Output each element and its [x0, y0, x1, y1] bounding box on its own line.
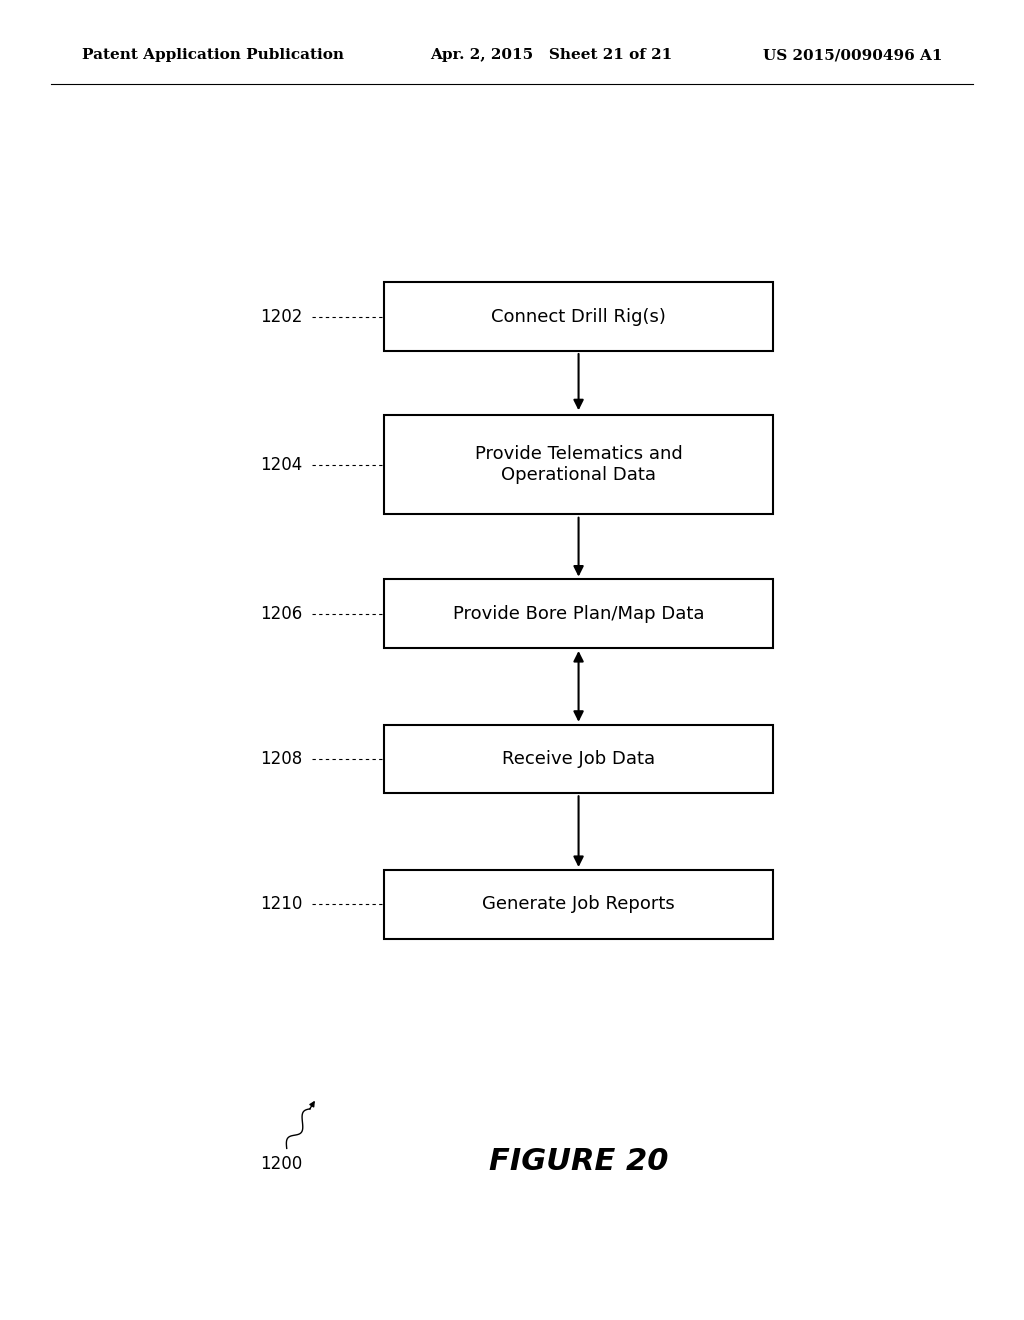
FancyBboxPatch shape [384, 282, 773, 351]
Text: Receive Job Data: Receive Job Data [502, 750, 655, 768]
Text: 1210: 1210 [260, 895, 302, 913]
Text: 1202: 1202 [260, 308, 302, 326]
Text: FIGURE 20: FIGURE 20 [488, 1147, 669, 1176]
FancyBboxPatch shape [384, 579, 773, 648]
Text: Provide Bore Plan/Map Data: Provide Bore Plan/Map Data [453, 605, 705, 623]
Text: Connect Drill Rig(s): Connect Drill Rig(s) [492, 308, 666, 326]
Text: 1206: 1206 [260, 605, 302, 623]
Text: 1204: 1204 [260, 455, 302, 474]
FancyBboxPatch shape [384, 414, 773, 513]
FancyBboxPatch shape [384, 870, 773, 939]
Text: Provide Telematics and
Operational Data: Provide Telematics and Operational Data [475, 445, 682, 484]
FancyBboxPatch shape [384, 725, 773, 793]
Text: Apr. 2, 2015   Sheet 21 of 21: Apr. 2, 2015 Sheet 21 of 21 [430, 49, 673, 62]
Text: US 2015/0090496 A1: US 2015/0090496 A1 [763, 49, 942, 62]
Text: 1208: 1208 [260, 750, 302, 768]
Text: Generate Job Reports: Generate Job Reports [482, 895, 675, 913]
Text: Patent Application Publication: Patent Application Publication [82, 49, 344, 62]
Text: 1200: 1200 [260, 1155, 303, 1173]
